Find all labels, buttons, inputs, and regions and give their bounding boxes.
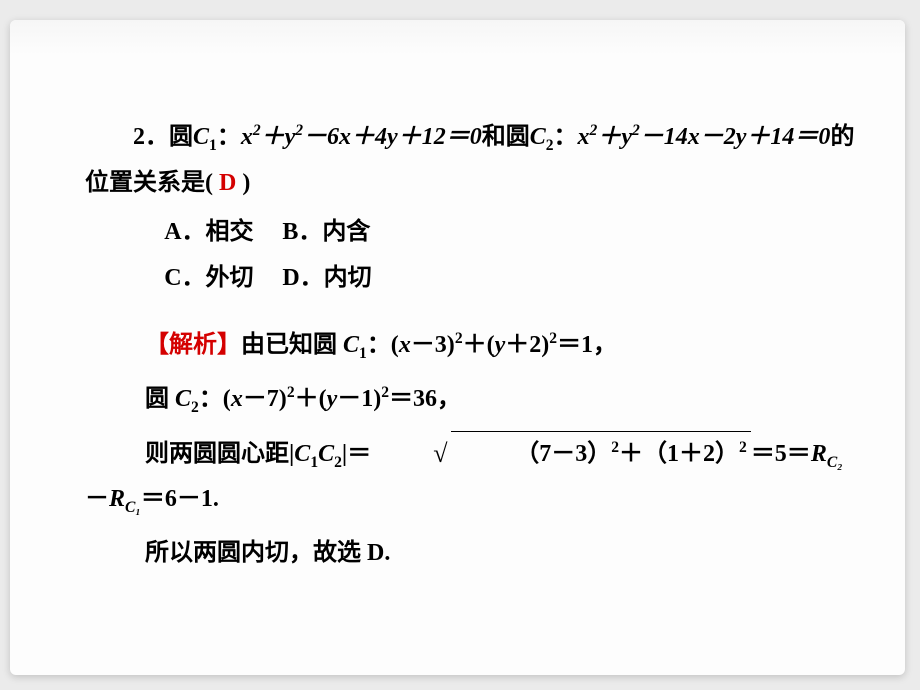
opt-d-text: 内切 bbox=[324, 265, 372, 291]
content-area: 2．圆C1：x2＋y2－6x＋4y＋12＝0和圆C2：x2＋y2－14x－2y＋… bbox=[85, 115, 855, 584]
eq1: x2＋y2－6x＋4y＋12＝0 bbox=[241, 124, 482, 150]
c2-var: C bbox=[530, 124, 546, 150]
opt-a-text: 相交 bbox=[206, 219, 254, 245]
r2-var: R bbox=[811, 441, 827, 467]
r2-sub: C₂ bbox=[827, 453, 843, 470]
opt-c-text: 外切 bbox=[206, 265, 254, 291]
cc-sub1: 1 bbox=[310, 453, 318, 470]
sqrt-expr: （7－3）2＋（1＋2）2 bbox=[373, 431, 751, 478]
analysis-l3d: ＝6－1. bbox=[141, 486, 219, 512]
option-row-1: A．相交 B．内含 bbox=[164, 210, 855, 256]
analysis-line-4: 所以两圆内切，故选 D. bbox=[85, 531, 855, 577]
analysis-c1-var: C bbox=[343, 332, 359, 358]
analysis-l2eq: ：(x－7)2＋(y－1)2＝36， bbox=[199, 386, 461, 412]
sqrt-radicand: （7－3）2＋（1＋2）2 bbox=[451, 431, 751, 478]
analysis-l3c: ＝5＝ bbox=[751, 441, 811, 467]
colon-1: ： bbox=[217, 124, 241, 150]
eq2: x2＋y2－14x－2y＋14＝0 bbox=[578, 124, 831, 150]
analysis-l2a: 圆 bbox=[145, 386, 175, 412]
r1-sub: C₁ bbox=[125, 499, 141, 516]
analysis-tag: 【解析】 bbox=[145, 332, 241, 358]
cc-var2: C bbox=[318, 441, 334, 467]
question-stem: 2．圆C1：x2＋y2－6x＋4y＋12＝0和圆C2：x2＋y2－14x－2y＋… bbox=[85, 115, 855, 206]
r1-var: R bbox=[109, 486, 125, 512]
cc-sub2: 2 bbox=[334, 453, 342, 470]
analysis-l3b: |＝ bbox=[342, 441, 371, 467]
analysis-c2-var: C bbox=[175, 386, 191, 412]
question-number: 2． bbox=[133, 124, 169, 150]
stem-text-d: ) bbox=[242, 170, 250, 196]
cc-var1: C bbox=[294, 441, 310, 467]
analysis-block: 【解析】由已知圆 C1：(x－3)2＋(y＋2)2＝1， 圆 C2：(x－7)2… bbox=[85, 323, 855, 576]
minus: － bbox=[85, 486, 109, 512]
analysis-l1a: 由已知圆 bbox=[241, 332, 343, 358]
analysis-c2-sub: 2 bbox=[191, 399, 199, 416]
slide-page: 2．圆C1：x2＋y2－6x＋4y＋12＝0和圆C2：x2＋y2－14x－2y＋… bbox=[10, 20, 905, 675]
opt-b-text: 内含 bbox=[322, 219, 370, 245]
analysis-l3a: 则两圆圆心距| bbox=[145, 441, 294, 467]
opt-d-label: D． bbox=[282, 265, 323, 291]
c1-sub: 1 bbox=[209, 137, 217, 154]
c2-sub: 2 bbox=[546, 137, 554, 154]
answer-letter: D bbox=[219, 170, 236, 196]
colon-2: ： bbox=[554, 124, 578, 150]
opt-b-label: B． bbox=[282, 219, 322, 245]
option-row-2: C．外切 D．内切 bbox=[164, 256, 855, 302]
stem-text-a: 圆 bbox=[169, 124, 193, 150]
c1-var: C bbox=[193, 124, 209, 150]
options-block: A．相交 B．内含 C．外切 D．内切 bbox=[164, 210, 855, 301]
stem-text-b: 和圆 bbox=[482, 124, 530, 150]
analysis-line-3: 则两圆圆心距|C1C2|＝（7－3）2＋（1＋2）2＝5＝RC₂－RC₁＝6－1… bbox=[85, 431, 855, 523]
analysis-l1eq: ：(x－3)2＋(y＋2)2＝1， bbox=[367, 332, 617, 358]
opt-a-label: A． bbox=[164, 219, 205, 245]
analysis-line-2: 圆 C2：(x－7)2＋(y－1)2＝36， bbox=[85, 377, 855, 423]
opt-c-label: C． bbox=[164, 265, 205, 291]
analysis-line-1: 【解析】由已知圆 C1：(x－3)2＋(y＋2)2＝1， bbox=[85, 323, 855, 369]
analysis-c1-sub: 1 bbox=[359, 345, 367, 362]
analysis-l4: 所以两圆内切，故选 D. bbox=[145, 540, 390, 566]
